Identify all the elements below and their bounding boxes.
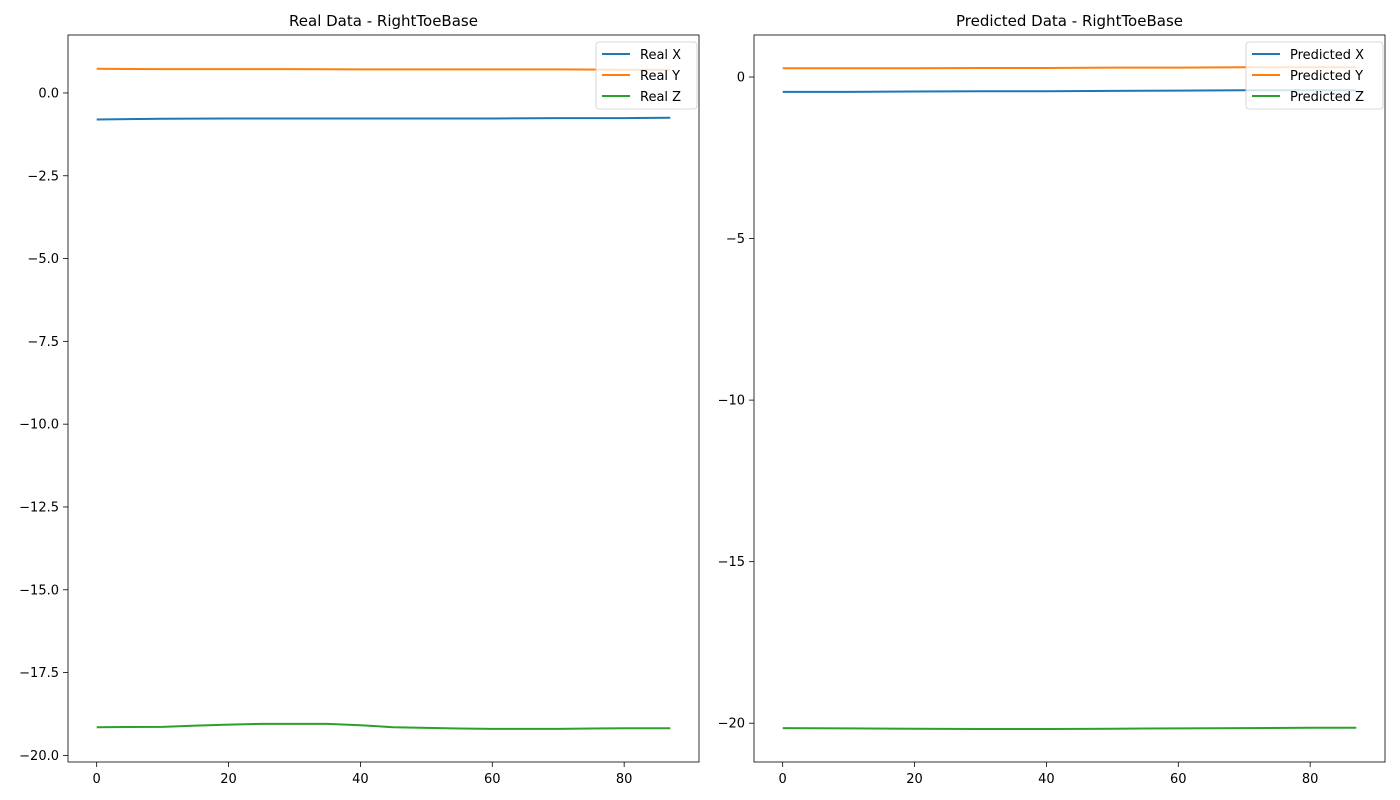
chart-title: Predicted Data - RightToeBase [956, 12, 1183, 30]
y-tick-label: −15 [718, 555, 745, 570]
predicted-data-chart: Predicted Data - RightToeBase 0 20 40 60 80 0… [718, 12, 1386, 787]
x-tick-label: 0 [779, 772, 787, 787]
plot-frame [753, 34, 1386, 763]
y-tick-label: −12.5 [19, 500, 59, 515]
y-tick-label: −5 [726, 232, 745, 247]
legend-label: Real Z [640, 90, 681, 105]
x-tick-label: 60 [484, 772, 501, 787]
y-tick-label: −20 [718, 717, 745, 732]
y-tick-label: −20.0 [19, 749, 59, 764]
plot-frame [67, 34, 700, 763]
legend-label: Predicted Y [1290, 69, 1363, 84]
y-tick-label: −15.0 [19, 583, 59, 598]
x-tick-label: 40 [1038, 772, 1055, 787]
x-tick-label: 80 [616, 772, 633, 787]
x-tick-label: 60 [1170, 772, 1187, 787]
legend-label: Real X [640, 48, 681, 63]
series-line-predicted-z [782, 726, 1357, 730]
series-line-real-x [96, 116, 671, 121]
x-tick-label: 80 [1302, 772, 1319, 787]
y-tick-label: −17.5 [19, 666, 59, 681]
x-tick-label: 0 [93, 772, 101, 787]
legend-label: Predicted X [1290, 48, 1364, 63]
y-tick-label: 0 [737, 71, 745, 86]
legend-label: Real Y [640, 69, 680, 84]
y-tick-label: −2.5 [27, 169, 59, 184]
legend-box [1245, 41, 1384, 110]
y-tick-label: −10.0 [19, 418, 59, 433]
x-tick-label: 20 [220, 772, 237, 787]
series-line-real-z [96, 722, 671, 730]
x-tick-label: 40 [352, 772, 369, 787]
real-data-chart: Real Data - RightToeBase 0 20 40 60 80 0.0 −2.… [19, 12, 700, 787]
series-line-real-y [96, 67, 671, 71]
y-tick-label: 0.0 [38, 86, 59, 101]
legend-label: Predicted Z [1290, 90, 1364, 105]
y-tick-label: −10 [718, 394, 745, 409]
y-tick-label: −7.5 [27, 335, 59, 350]
x-tick-label: 20 [906, 772, 923, 787]
y-tick-label: −5.0 [27, 252, 59, 267]
chart-title: Real Data - RightToeBase [289, 12, 478, 30]
legend-box [595, 41, 698, 110]
